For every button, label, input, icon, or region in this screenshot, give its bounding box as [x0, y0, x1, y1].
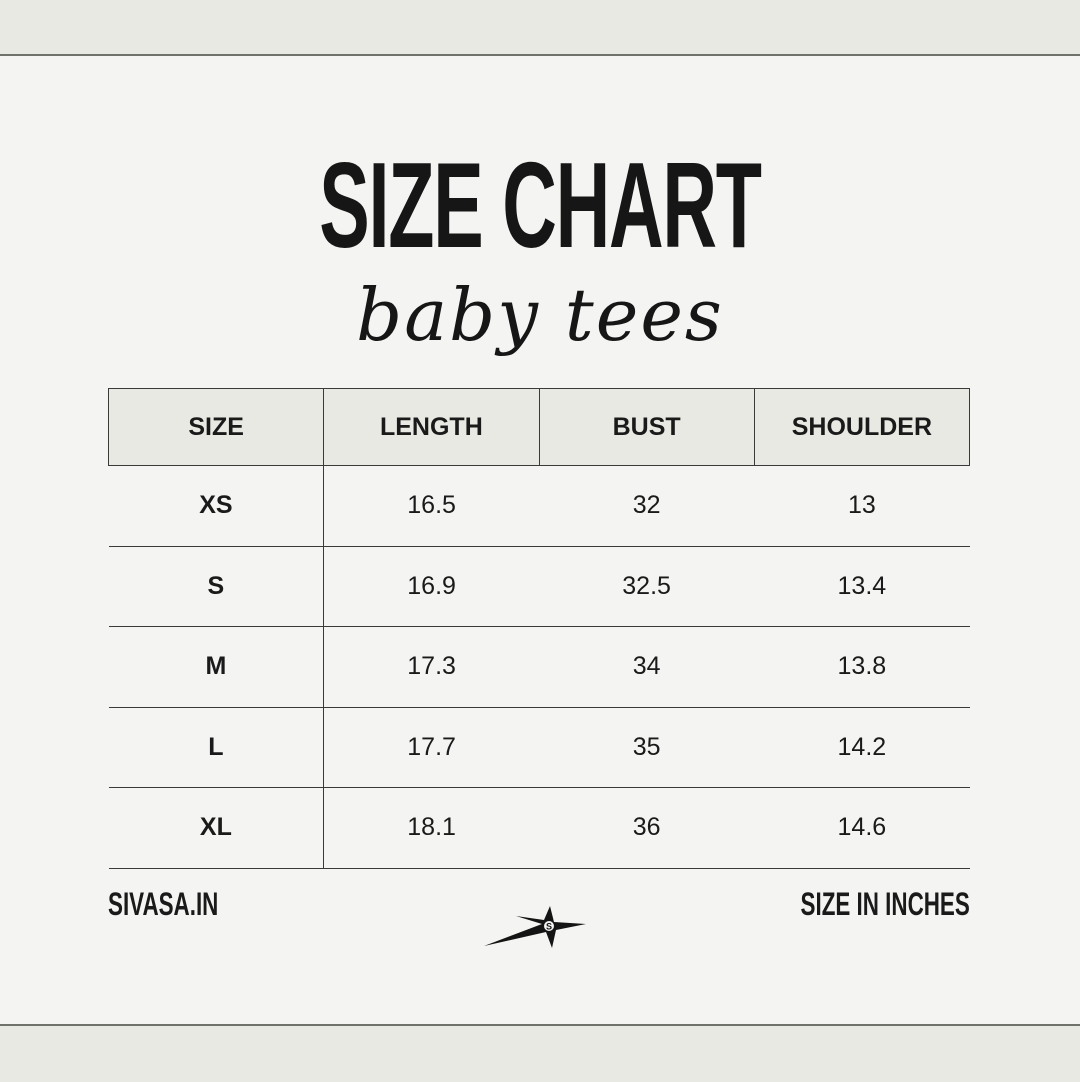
- size-cell: XS: [108, 465, 325, 547]
- table-row: XS 16.5 32 13: [108, 465, 970, 547]
- measurement-cell: 16.9: [323, 546, 539, 627]
- website-label: SIVASA.IN: [108, 886, 219, 922]
- measurement-cell: 35: [539, 707, 755, 788]
- measurement-cell: 32: [539, 465, 755, 547]
- page-title: SIZE CHART: [0, 137, 1080, 273]
- measurement-cell: 13: [754, 465, 970, 547]
- unit-note: SIZE IN INCHES: [800, 886, 970, 922]
- column-header: SIZE: [107, 388, 325, 466]
- size-cell: L: [108, 707, 325, 788]
- size-table: SIZE LENGTH BUST SHOULDER XS 16.5 32 13 S 16.9 32…: [107, 388, 971, 869]
- logo-letter: S: [546, 922, 552, 932]
- measurement-cell: 17.3: [323, 626, 539, 708]
- measurement-cell: 13.4: [754, 546, 970, 627]
- table-row: M 17.3 34 13.8: [108, 626, 970, 708]
- measurement-cell: 36: [539, 787, 755, 869]
- table-row: S 16.9 32.5 13.4: [108, 546, 970, 627]
- measurement-cell: 34: [539, 626, 755, 708]
- star-logo-icon: S: [484, 906, 586, 948]
- column-header: LENGTH: [323, 388, 540, 466]
- column-header: BUST: [538, 388, 755, 466]
- measurement-cell: 14.2: [754, 707, 970, 788]
- size-cell: S: [108, 546, 325, 627]
- measurement-cell: 16.5: [323, 465, 539, 547]
- bottom-band: [0, 1024, 1080, 1082]
- measurement-cell: 32.5: [539, 546, 755, 627]
- top-band: [0, 0, 1080, 56]
- size-cell: M: [108, 626, 325, 708]
- table-header: SIZE LENGTH BUST SHOULDER: [107, 388, 971, 466]
- measurement-cell: 18.1: [323, 787, 539, 869]
- table-row: XL 18.1 36 14.6: [108, 787, 970, 869]
- subtitle: baby tees: [0, 272, 1080, 358]
- subtitle-text: baby tees: [356, 273, 724, 357]
- column-header: SHOULDER: [753, 388, 971, 466]
- measurement-cell: 13.8: [754, 626, 970, 708]
- table-row: L 17.7 35 14.2: [108, 707, 970, 788]
- size-cell: XL: [108, 787, 325, 869]
- measurement-cell: 14.6: [754, 787, 970, 869]
- measurement-cell: 17.7: [323, 707, 539, 788]
- title-text: SIZE CHART: [319, 137, 762, 273]
